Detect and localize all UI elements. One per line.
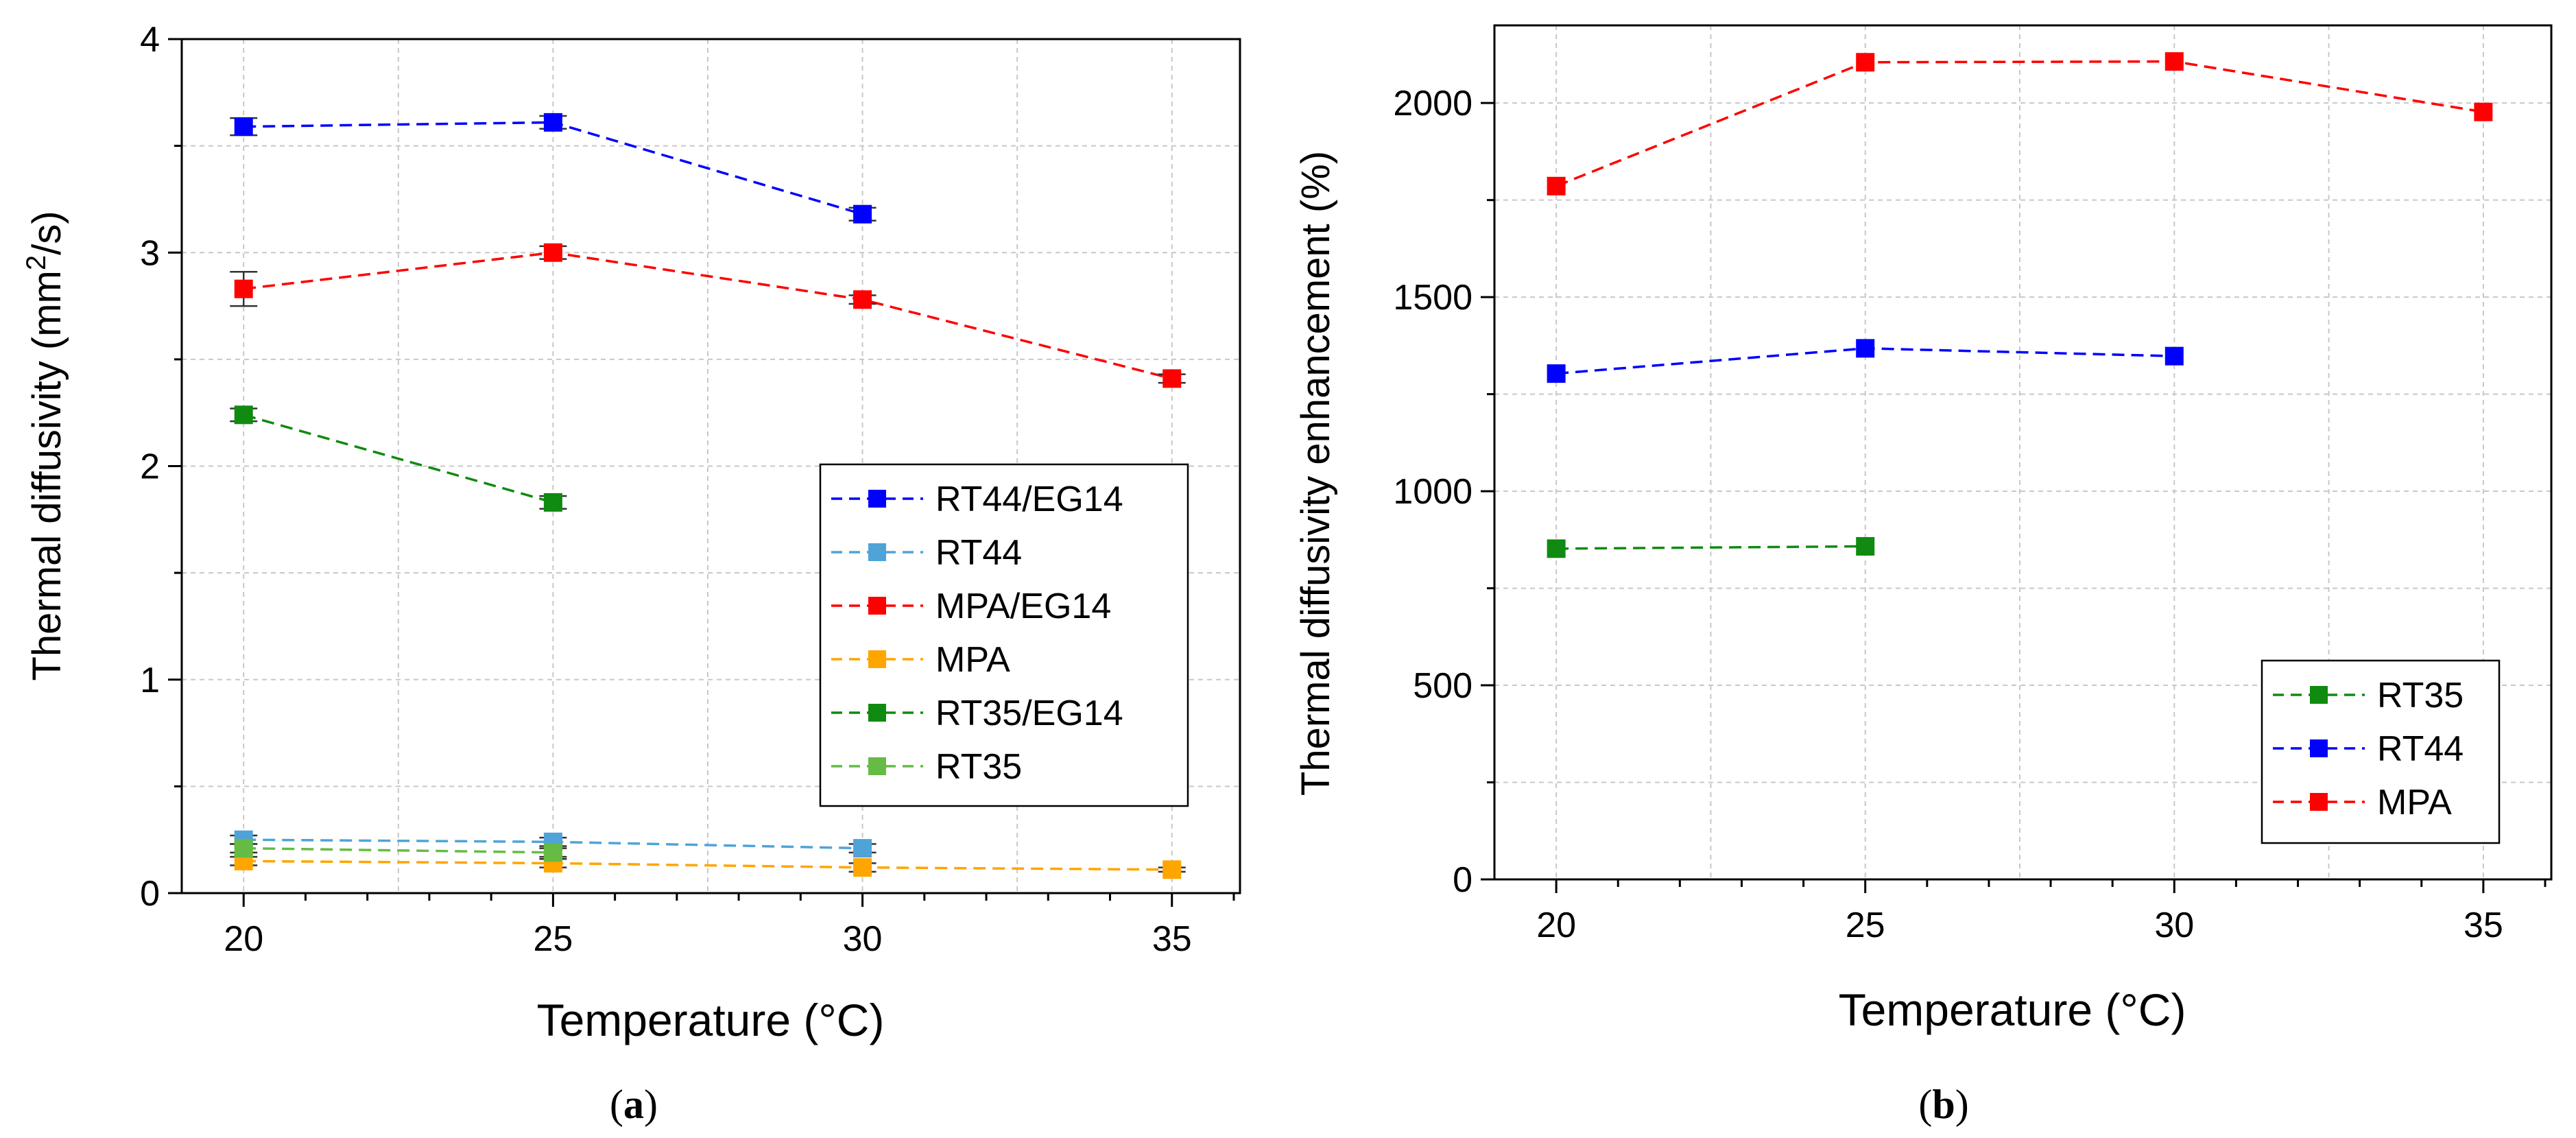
panel-a-point-rt35 bbox=[543, 843, 562, 862]
panel-b-y-tick-label: 0 bbox=[1453, 860, 1472, 900]
panel-b-x-tick-label: 20 bbox=[1536, 905, 1576, 945]
panel-b-legend-item-rt44: RT44 bbox=[2273, 729, 2464, 769]
panel-a-y-tick-label: 2 bbox=[140, 447, 160, 487]
panel-a-xlabel: Temperature (°C) bbox=[537, 995, 885, 1045]
panel-a-point-rt35 bbox=[234, 839, 253, 858]
panel-a-x-tick-label: 25 bbox=[533, 919, 573, 959]
panel-a-x-tick-label: 20 bbox=[224, 919, 263, 959]
panel-b-line-rt35 bbox=[1556, 545, 1865, 550]
panel-b-legend-label: MPA bbox=[2377, 783, 2452, 822]
panel-a-point-rt35-eg14 bbox=[543, 493, 562, 512]
panel-b-x-tick-label: 35 bbox=[2464, 905, 2503, 945]
panel-b-series-rt44 bbox=[1547, 339, 2184, 383]
panel-b-legend-label: RT44 bbox=[2377, 729, 2464, 769]
panel-b-frame bbox=[1493, 24, 2553, 881]
panel-b-legend-marker bbox=[2310, 686, 2328, 704]
panel-a-caption: (a) bbox=[610, 1082, 658, 1127]
panel-a-legend-item-rt44-eg14: RT44/EG14 bbox=[831, 479, 1123, 519]
panel-a-legend-marker bbox=[868, 597, 886, 615]
panel-a-line-rt35 bbox=[243, 846, 553, 854]
panel-b-point-mpa bbox=[1856, 53, 1875, 72]
panel-a-line-mpa bbox=[243, 860, 1172, 871]
panel-a-point-rt44 bbox=[853, 839, 872, 858]
panel-b-line-mpa bbox=[1555, 60, 2484, 187]
panel-b-y-tick-label: 1000 bbox=[1393, 472, 1472, 512]
panel-a-legend-item-rt35: RT35 bbox=[831, 747, 1022, 787]
panel-a-y-tick-label: 3 bbox=[140, 233, 160, 273]
panel-a-legend-label: MPA bbox=[935, 640, 1010, 680]
panel-b-point-rt35 bbox=[1547, 539, 1566, 558]
panel-a-point-rt35-eg14 bbox=[234, 405, 253, 425]
panel-a-line-rt35-eg14 bbox=[243, 414, 553, 504]
panel-a-legend-label: RT44 bbox=[935, 533, 1022, 573]
panel-b-xlabel: Temperature (°C) bbox=[1839, 984, 2186, 1035]
panel-a-point-mpa bbox=[1162, 860, 1182, 879]
panel-a-series-rt44-eg14 bbox=[230, 112, 876, 224]
panel-a-point-mpa-eg14 bbox=[234, 279, 253, 298]
panel-b-x-tick-label: 25 bbox=[1846, 905, 1885, 945]
panel-b-point-mpa bbox=[2474, 102, 2493, 121]
panel-a-series-rt35 bbox=[230, 839, 567, 862]
panel-a-point-mpa-eg14 bbox=[1162, 369, 1182, 388]
panel-b-point-rt44 bbox=[1547, 364, 1566, 383]
panel-b-point-mpa bbox=[2164, 52, 2184, 71]
panel-a-legend-label: RT35 bbox=[935, 747, 1022, 787]
panel-a-legend-item-rt35-eg14: RT35/EG14 bbox=[831, 694, 1123, 733]
panel-b-ylabel: Thermal diffusivity enhancement (%) bbox=[1293, 151, 1338, 796]
panel-b-legend-item-rt35: RT35 bbox=[2273, 676, 2464, 715]
panel-a-legend-marker bbox=[868, 757, 886, 775]
panel-a-legend-item-mpa: MPA bbox=[831, 640, 1010, 680]
panel-b-legend-marker bbox=[2310, 793, 2328, 811]
panel-b-legend: RT35 RT44 MPA bbox=[2261, 659, 2501, 844]
panel-a-legend: RT44/EG14 RT44 MPA/EG14 MPA RT35/EG14 RT35 bbox=[819, 463, 1189, 807]
panel-b-y-tick-label: 2000 bbox=[1393, 84, 1472, 123]
panel-a-series-rt35-eg14 bbox=[230, 405, 567, 512]
panel-a-line-mpa-eg14 bbox=[243, 251, 1173, 380]
panel-b-point-rt44 bbox=[2164, 346, 2184, 366]
panel-a-point-mpa bbox=[853, 858, 872, 877]
panel-a-point-rt44-eg14 bbox=[543, 112, 562, 132]
panel-a-series-mpa-eg14 bbox=[230, 243, 1186, 388]
panel-a-y-tick-label: 4 bbox=[140, 20, 160, 60]
panel-a-legend-box bbox=[819, 463, 1189, 807]
panel-b-legend-marker bbox=[2310, 739, 2328, 757]
panel-b-series-mpa bbox=[1547, 52, 2493, 195]
panel-b-plot-area: 20 25 30 35 0 500 1000 1500 2000 RT35 RT44 MPA bbox=[1393, 24, 2553, 945]
panel-b-caption: (b) bbox=[1918, 1082, 1968, 1127]
panel-b-point-rt44 bbox=[1856, 339, 1875, 358]
panel-b-series-rt35 bbox=[1547, 536, 1875, 558]
panel-a-legend-item-rt44: RT44 bbox=[831, 533, 1022, 573]
panel-a-legend-label: MPA/EG14 bbox=[935, 586, 1111, 626]
panel-a-ylabel: Thermal diffusivity (mm2/s) bbox=[21, 211, 69, 680]
panel-b-y-tick-label: 1500 bbox=[1393, 278, 1472, 318]
panel-b-x-tick-label: 30 bbox=[2154, 905, 2194, 945]
panel-b-legend-item-mpa: MPA bbox=[2273, 783, 2452, 822]
panel-a-point-mpa-eg14 bbox=[543, 243, 562, 262]
panel-b-point-mpa bbox=[1547, 176, 1566, 195]
panel-a-y-tick-label: 0 bbox=[140, 874, 160, 914]
panel-a-legend-marker bbox=[868, 490, 886, 508]
panel-a-legend-item-mpa-eg14: MPA/EG14 bbox=[831, 586, 1111, 626]
panel-a-chart: 20 25 30 35 0 1 2 3 4 RT44/EG14 RT44 MPA/EG14 MPA RT3… bbox=[21, 20, 1241, 1127]
panel-a-x-tick-label: 35 bbox=[1152, 919, 1192, 959]
panel-b-y-tick-label: 500 bbox=[1413, 666, 1472, 706]
panel-a-y-tick-label: 1 bbox=[140, 661, 160, 700]
panel-a-legend-marker bbox=[868, 704, 886, 722]
panel-a-legend-label: RT44/EG14 bbox=[935, 479, 1123, 519]
panel-a-legend-marker bbox=[868, 650, 886, 668]
panel-b-chart: 20 25 30 35 0 500 1000 1500 2000 RT35 RT44 MPA Ther… bbox=[1293, 24, 2553, 1127]
panel-b-legend-label: RT35 bbox=[2377, 676, 2464, 715]
panel-a-point-mpa-eg14 bbox=[853, 290, 872, 309]
panel-a-legend-label: RT35/EG14 bbox=[935, 694, 1123, 733]
panel-b-legend-box bbox=[2261, 659, 2501, 844]
panel-a-plot-area: 20 25 30 35 0 1 2 3 4 RT44/EG14 RT44 MPA/EG14 MPA RT3… bbox=[140, 20, 1241, 959]
panel-a-legend-marker bbox=[868, 543, 886, 561]
panel-a-x-tick-label: 30 bbox=[843, 919, 883, 959]
panel-a-point-rt44-eg14 bbox=[853, 204, 872, 224]
panel-b-point-rt35 bbox=[1856, 536, 1875, 556]
panel-a-point-rt44-eg14 bbox=[234, 117, 253, 137]
